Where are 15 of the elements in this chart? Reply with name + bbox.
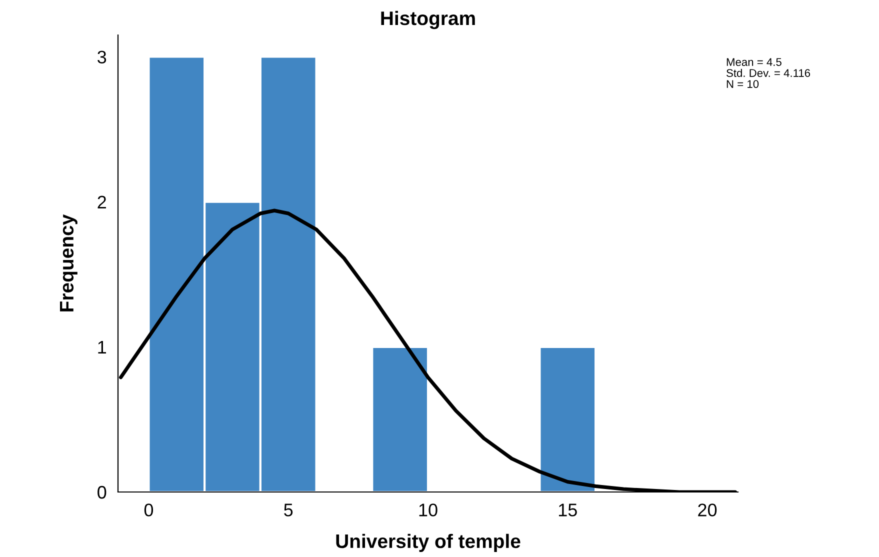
y-tick-label: 1: [98, 341, 106, 354]
x-tick-label: 20: [698, 504, 717, 516]
y-tick-label: 2: [98, 196, 106, 208]
chart-title: Histogram: [381, 10, 475, 30]
x-axis-title: University of temple: [336, 534, 520, 552]
y-axis-title: Frequency: [60, 214, 78, 312]
annotation: N = 10: [726, 80, 759, 88]
y-tick-label: 3: [98, 50, 106, 64]
y-tick-label: 0: [98, 486, 106, 499]
x-tick-label: 10: [419, 504, 438, 516]
x-tick-label: 15: [558, 504, 577, 516]
annotation: Std. Dev. = 4.116: [726, 68, 810, 77]
annotation: Mean = 4.5: [726, 58, 782, 66]
x-tick-label: 0: [144, 504, 154, 516]
x-tick-label: 5: [284, 504, 293, 516]
